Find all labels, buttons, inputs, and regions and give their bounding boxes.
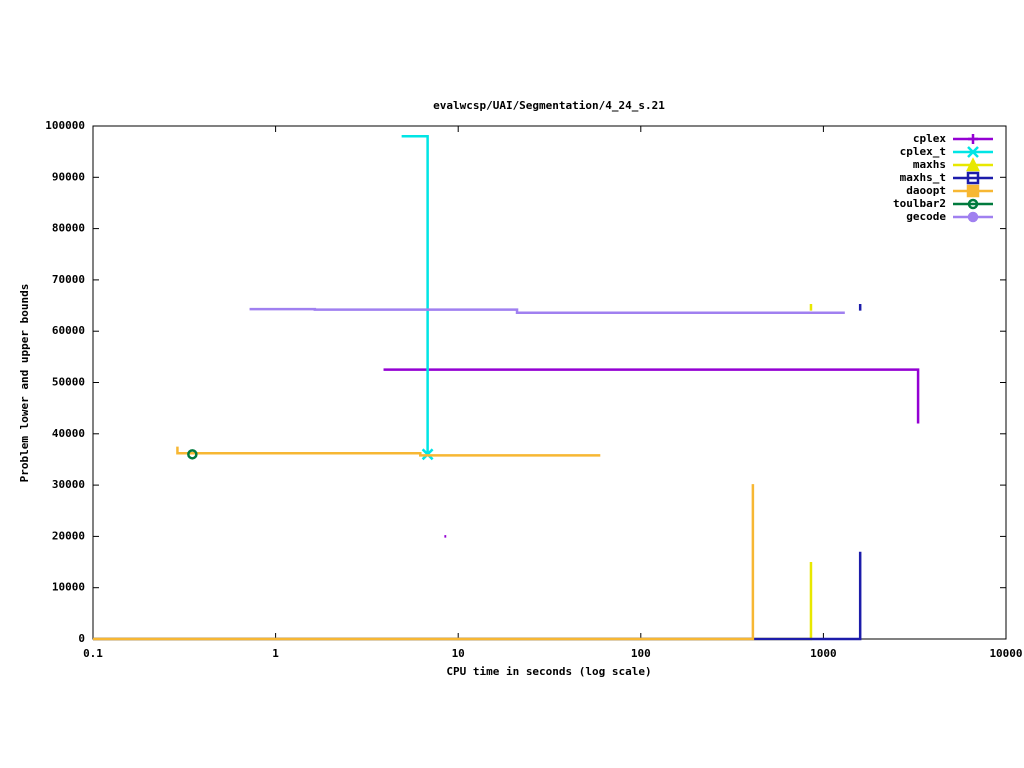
series-line <box>93 304 862 641</box>
y-tick-label: 50000 <box>52 376 85 389</box>
legend-label: gecode <box>906 210 946 223</box>
x-tick-label: 0.1 <box>83 647 103 660</box>
legend-marker <box>967 198 979 210</box>
y-tick-label: 100000 <box>45 119 85 132</box>
legend-marker <box>968 134 978 144</box>
series-marker <box>187 449 198 460</box>
y-tick-label: 60000 <box>52 324 85 337</box>
y-tick-label: 0 <box>78 632 85 645</box>
y-tick-label: 90000 <box>52 170 85 183</box>
series-line <box>249 307 845 314</box>
chart-title: evalwcsp/UAI/Segmentation/4_24_s.21 <box>433 99 665 112</box>
legend-marker <box>965 157 981 172</box>
series-line <box>93 446 755 641</box>
x-axis-label: CPU time in seconds (log scale) <box>446 665 651 678</box>
series-line <box>401 135 429 455</box>
legend-marker <box>966 184 980 198</box>
plot-border <box>92 125 1007 640</box>
y-tick-label: 10000 <box>52 581 85 594</box>
legend-marker <box>967 146 979 158</box>
legend-marker <box>967 211 979 223</box>
series-line <box>383 368 920 538</box>
x-tick-label: 100 <box>631 647 651 660</box>
y-tick-label: 40000 <box>52 427 85 440</box>
y-axis-label: Problem lower and upper bounds <box>18 284 31 483</box>
y-tick-label: 30000 <box>52 478 85 491</box>
legend-marker <box>966 171 980 185</box>
x-tick-label: 10 <box>452 647 465 660</box>
legend-label: maxhs <box>913 158 946 171</box>
legend-label: cplex <box>913 132 946 145</box>
legend-label: daoopt <box>906 184 946 197</box>
y-tick-label: 70000 <box>52 273 85 286</box>
legend-label: cplex_t <box>900 145 946 158</box>
legend-label: toulbar2 <box>893 197 946 210</box>
legend-label: maxhs_t <box>900 171 946 184</box>
y-tick-label: 80000 <box>52 222 85 235</box>
y-tick-label: 20000 <box>52 529 85 542</box>
x-tick-label: 1000 <box>810 647 837 660</box>
x-tick-label: 1 <box>272 647 279 660</box>
series-line <box>93 304 813 641</box>
x-tick-label: 10000 <box>989 647 1022 660</box>
